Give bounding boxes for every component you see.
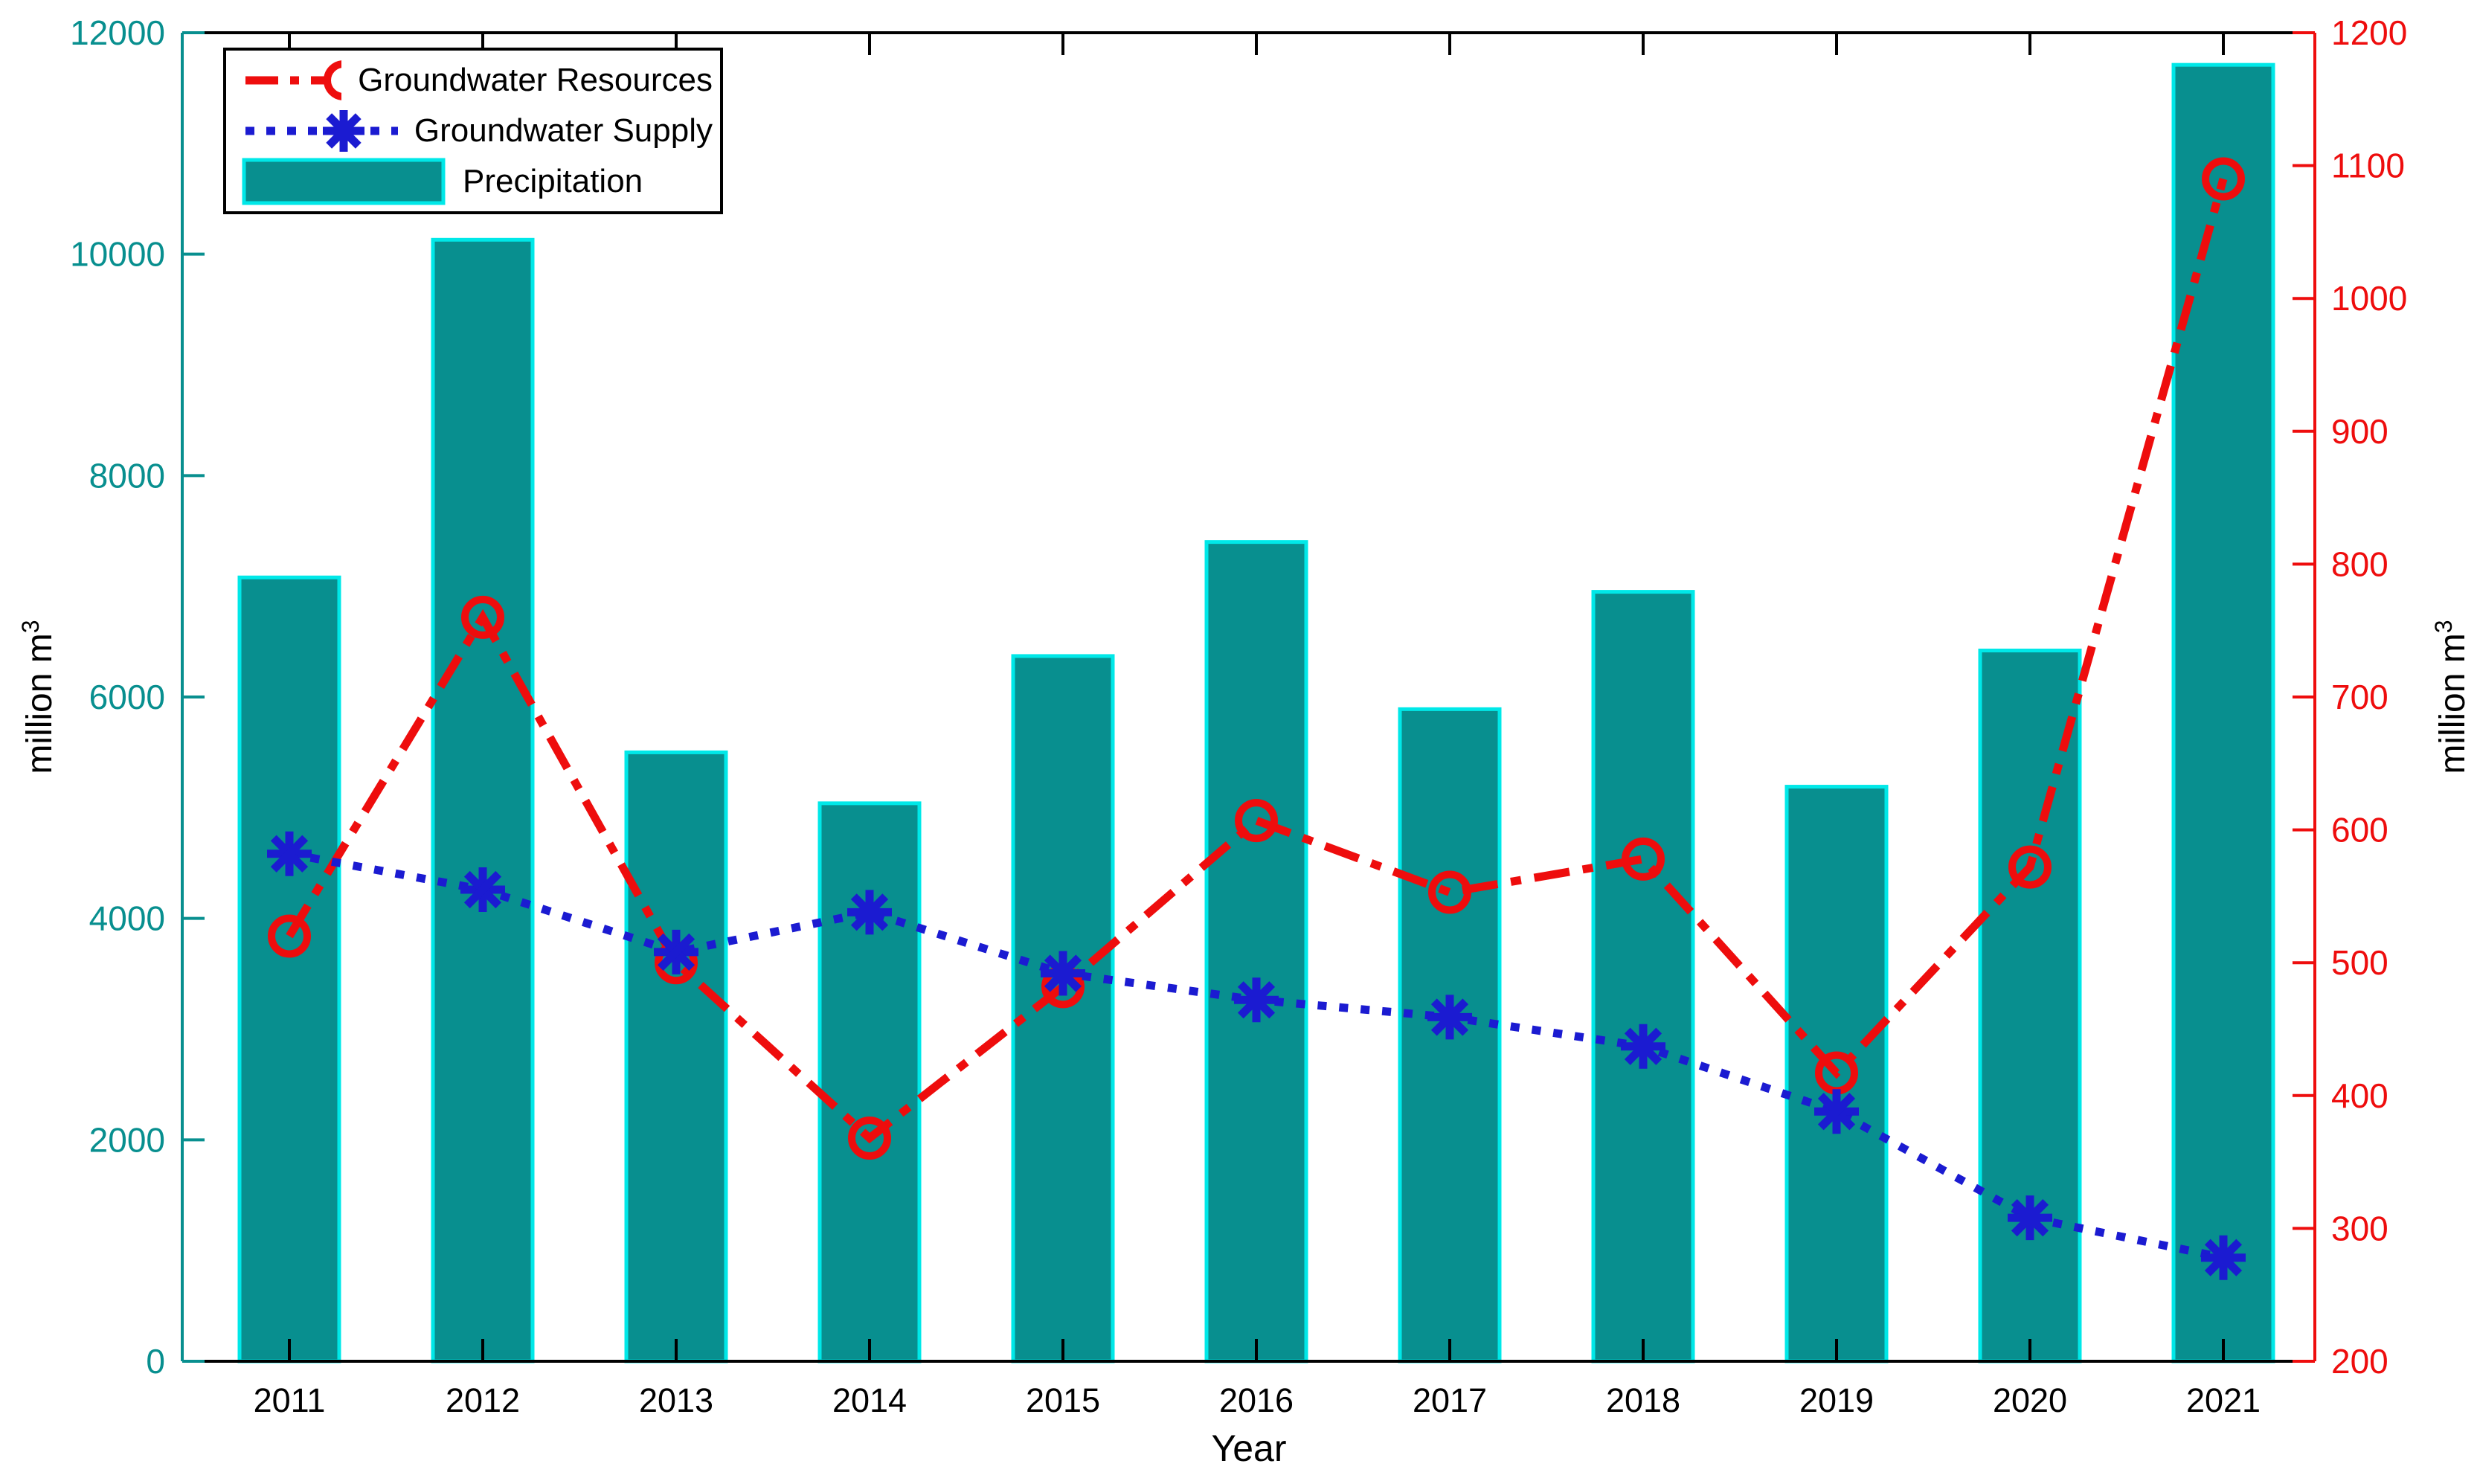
resources-marker-2014 — [848, 1116, 891, 1160]
bar-2012 — [431, 237, 535, 1363]
legend-item-groundwater-supply: Groundwater Supply — [241, 106, 713, 156]
supply-marker-2015 — [1044, 954, 1082, 992]
resources-marker-2012 — [461, 595, 504, 639]
right-tick-label-800: 800 — [2331, 545, 2388, 583]
legend-label: Groundwater Supply — [414, 112, 713, 149]
resources-marker-2016 — [1235, 799, 1278, 843]
resources-marker-2011 — [268, 914, 311, 958]
legend: Groundwater Resources Groundwater Supply… — [223, 48, 723, 214]
right-tick-label-400: 400 — [2331, 1076, 2388, 1115]
x-tick-label-2013: 2013 — [639, 1381, 713, 1419]
right-tick-label-300: 300 — [2331, 1209, 2388, 1247]
right-tick-label-700: 700 — [2331, 678, 2388, 716]
supply-marker-2017 — [1430, 998, 1469, 1036]
x-tick-label-2015: 2015 — [1026, 1381, 1100, 1419]
legend-item-groundwater-resources: Groundwater Resources — [241, 55, 713, 106]
bar-2014 — [817, 801, 922, 1363]
x-tick-label-2011: 2011 — [254, 1381, 326, 1419]
right-tick-label-1200: 1200 — [2331, 13, 2407, 52]
groundwater-resources-line — [286, 177, 2228, 1144]
right-tick-label-900: 900 — [2331, 412, 2388, 451]
x-tick-label-2012: 2012 — [446, 1381, 520, 1419]
bar-2020 — [1978, 648, 2082, 1363]
legend-swatch-dotted-asterisk-icon — [245, 110, 398, 152]
bar-2013 — [624, 750, 728, 1363]
supply-marker-2016 — [1237, 981, 1276, 1019]
supply-marker-2014 — [850, 893, 889, 931]
x-tick-label-2014: 2014 — [832, 1381, 907, 1419]
x-tick-label-2020: 2020 — [1993, 1381, 2067, 1419]
supply-marker-2019 — [1817, 1093, 1856, 1131]
legend-label: Precipitation — [463, 163, 643, 199]
x-tick-label-2016: 2016 — [1219, 1381, 1294, 1419]
resources-marker-2020 — [2008, 845, 2052, 889]
resources-marker-2017 — [1428, 870, 1471, 914]
legend-label: Groundwater Resources — [358, 62, 713, 98]
x-tick-label-2019: 2019 — [1799, 1381, 1874, 1419]
bar-2011 — [237, 575, 341, 1363]
bar-2021 — [2171, 62, 2275, 1363]
legend-item-precipitation: Precipitation — [241, 156, 713, 207]
right-tick-label-600: 600 — [2331, 811, 2388, 849]
right-tick-label-1100: 1100 — [2331, 147, 2405, 185]
left-tick-label-8000: 8000 — [89, 456, 165, 495]
left-tick-label-10000: 10000 — [70, 235, 165, 274]
left-axis-label: million m3 — [17, 620, 60, 774]
x-tick-label-2021: 2021 — [2186, 1381, 2261, 1419]
supply-marker-2021 — [2204, 1239, 2243, 1276]
bar-2018 — [1591, 590, 1695, 1363]
supply-marker-2012 — [463, 870, 502, 909]
right-tick-label-1000: 1000 — [2331, 279, 2407, 318]
x-tick-label-2018: 2018 — [1606, 1381, 1680, 1419]
resources-marker-2018 — [1622, 837, 1665, 881]
left-tick-label-2000: 2000 — [89, 1120, 165, 1159]
x-tick-label-2017: 2017 — [1413, 1381, 1487, 1419]
bar-2015 — [1011, 654, 1115, 1363]
bar-2016 — [1204, 540, 1308, 1363]
supply-marker-2011 — [270, 835, 309, 873]
legend-swatch-bar-icon — [242, 158, 446, 205]
resources-marker-2021 — [2202, 157, 2245, 201]
left-tick-label-0: 0 — [146, 1342, 165, 1381]
left-tick-label-12000: 12000 — [70, 13, 165, 52]
right-tick-label-500: 500 — [2331, 943, 2388, 982]
left-tick-label-4000: 4000 — [89, 899, 165, 938]
x-axis-label: Year — [1211, 1427, 1287, 1469]
left-tick-label-6000: 6000 — [89, 678, 165, 716]
right-axis-label: million m3 — [2430, 620, 2473, 774]
right-tick-label-200: 200 — [2331, 1342, 2388, 1381]
supply-marker-2020 — [2011, 1199, 2049, 1237]
supply-marker-2018 — [1624, 1027, 1662, 1065]
legend-swatch-dashdot-circle-icon — [245, 60, 342, 100]
supply-marker-2013 — [657, 933, 695, 971]
